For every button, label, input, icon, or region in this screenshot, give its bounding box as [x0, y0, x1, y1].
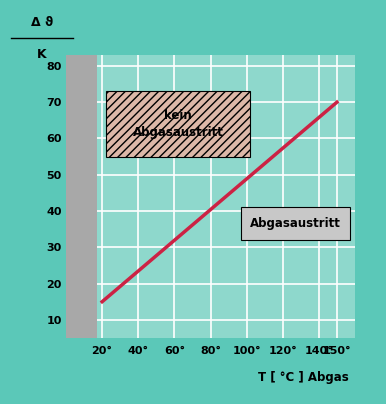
Text: 150°: 150° [323, 345, 351, 356]
Text: 140°: 140° [305, 345, 334, 356]
Bar [106, 91, 250, 157]
Text: kein
Abgasaustritt: kein Abgasaustritt [132, 109, 223, 139]
Text: Δ ϑ: Δ ϑ [31, 16, 53, 29]
Text: T [ °C ] Abgas: T [ °C ] Abgas [259, 370, 349, 383]
Text: 120°: 120° [268, 345, 297, 356]
Text: Abgasaustritt: Abgasaustritt [250, 217, 341, 230]
Text: 20°: 20° [91, 345, 113, 356]
Bar [66, 55, 97, 338]
Text: 100°: 100° [232, 345, 261, 356]
Text: K: K [37, 48, 47, 61]
Text: 80°: 80° [200, 345, 221, 356]
Text: 40°: 40° [128, 345, 149, 356]
Bar [241, 207, 350, 240]
Text: 60°: 60° [164, 345, 185, 356]
